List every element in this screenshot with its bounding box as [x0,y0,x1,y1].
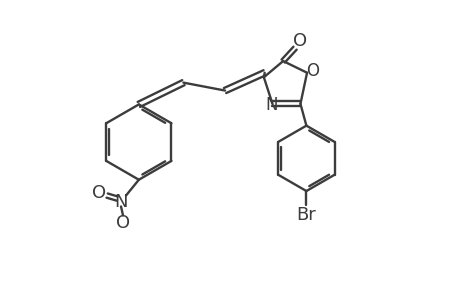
Text: O: O [292,32,307,50]
Text: O: O [116,214,130,232]
Text: N: N [114,193,128,211]
Text: O: O [92,184,106,202]
Text: N: N [265,96,277,114]
Text: Br: Br [296,206,316,224]
Text: O: O [306,62,319,80]
